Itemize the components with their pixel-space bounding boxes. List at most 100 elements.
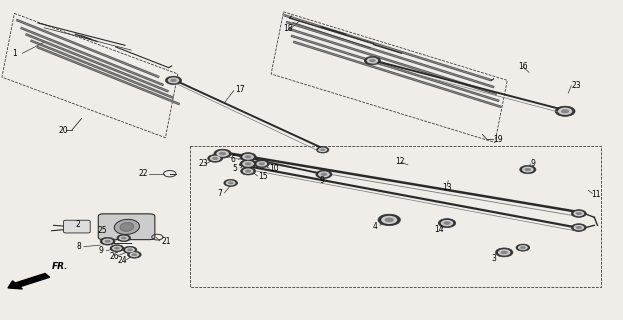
Text: 9: 9 [530, 159, 535, 168]
Circle shape [318, 148, 327, 152]
Circle shape [444, 221, 450, 225]
Circle shape [224, 180, 237, 187]
Circle shape [105, 240, 111, 243]
Circle shape [366, 58, 378, 64]
Circle shape [520, 246, 526, 249]
Circle shape [128, 251, 141, 258]
Circle shape [243, 168, 254, 174]
Text: 17: 17 [235, 85, 245, 94]
Circle shape [257, 161, 267, 167]
Circle shape [561, 109, 569, 113]
Circle shape [495, 248, 513, 257]
Circle shape [210, 156, 221, 161]
Ellipse shape [114, 219, 140, 235]
Text: 26: 26 [110, 252, 119, 261]
Circle shape [123, 246, 137, 253]
Circle shape [207, 155, 222, 162]
Circle shape [119, 236, 129, 241]
Circle shape [316, 170, 332, 179]
Circle shape [130, 252, 140, 257]
Circle shape [316, 147, 329, 153]
Circle shape [500, 251, 508, 254]
Circle shape [125, 247, 135, 252]
Circle shape [102, 238, 113, 244]
Circle shape [520, 165, 536, 174]
Circle shape [318, 171, 330, 177]
Text: 18: 18 [283, 24, 293, 33]
Text: 7: 7 [217, 189, 222, 198]
Circle shape [555, 106, 575, 116]
Text: 14: 14 [435, 225, 444, 234]
FancyBboxPatch shape [98, 214, 155, 240]
Text: 6: 6 [231, 155, 235, 164]
Text: 24: 24 [118, 257, 127, 266]
Text: 8: 8 [77, 242, 81, 251]
Circle shape [498, 249, 510, 256]
Circle shape [516, 244, 530, 251]
Text: 5: 5 [232, 164, 237, 173]
Circle shape [573, 211, 584, 216]
Circle shape [245, 155, 252, 158]
Text: FR.: FR. [52, 262, 68, 271]
Text: 12: 12 [396, 157, 405, 166]
Circle shape [525, 168, 531, 171]
Circle shape [369, 59, 376, 62]
Circle shape [117, 235, 131, 242]
Circle shape [170, 79, 177, 82]
Text: 3: 3 [492, 254, 497, 263]
Text: 4: 4 [373, 222, 378, 231]
Circle shape [114, 247, 120, 250]
Circle shape [384, 218, 394, 222]
Circle shape [254, 160, 269, 168]
Circle shape [110, 245, 124, 252]
Circle shape [381, 216, 397, 224]
Text: 11: 11 [591, 190, 601, 199]
Circle shape [245, 170, 251, 173]
Circle shape [242, 154, 254, 160]
Text: 21: 21 [161, 237, 171, 246]
Circle shape [240, 153, 256, 161]
Circle shape [576, 212, 582, 215]
Circle shape [131, 253, 137, 256]
Circle shape [576, 226, 582, 229]
Circle shape [364, 56, 381, 65]
Text: 15: 15 [259, 172, 269, 181]
Circle shape [518, 245, 528, 250]
Circle shape [216, 150, 229, 157]
Circle shape [240, 167, 255, 175]
Circle shape [228, 181, 234, 184]
Circle shape [127, 248, 133, 251]
Circle shape [320, 148, 325, 151]
Circle shape [121, 236, 126, 240]
Circle shape [440, 220, 454, 226]
Circle shape [522, 167, 534, 172]
Circle shape [378, 214, 401, 226]
Text: 9: 9 [99, 246, 104, 255]
Circle shape [100, 237, 115, 245]
Circle shape [168, 77, 179, 83]
Text: 25: 25 [97, 226, 107, 235]
Circle shape [439, 219, 455, 228]
Circle shape [214, 149, 231, 158]
Circle shape [212, 157, 218, 160]
FancyBboxPatch shape [64, 220, 90, 233]
Text: 19: 19 [493, 135, 503, 144]
FancyArrow shape [8, 274, 50, 289]
Circle shape [259, 162, 265, 165]
Text: 9: 9 [320, 176, 325, 185]
Text: 13: 13 [442, 183, 452, 192]
Text: 22: 22 [139, 169, 148, 178]
Circle shape [242, 161, 254, 167]
Circle shape [571, 210, 586, 217]
Text: 10: 10 [269, 164, 279, 173]
Circle shape [112, 246, 122, 251]
Circle shape [166, 76, 181, 84]
Circle shape [321, 172, 327, 176]
Circle shape [573, 225, 584, 230]
Text: 23: 23 [198, 159, 208, 168]
Text: 16: 16 [518, 61, 528, 70]
Circle shape [240, 160, 256, 168]
Text: 2: 2 [75, 220, 80, 229]
Circle shape [226, 180, 235, 186]
Circle shape [571, 224, 586, 231]
